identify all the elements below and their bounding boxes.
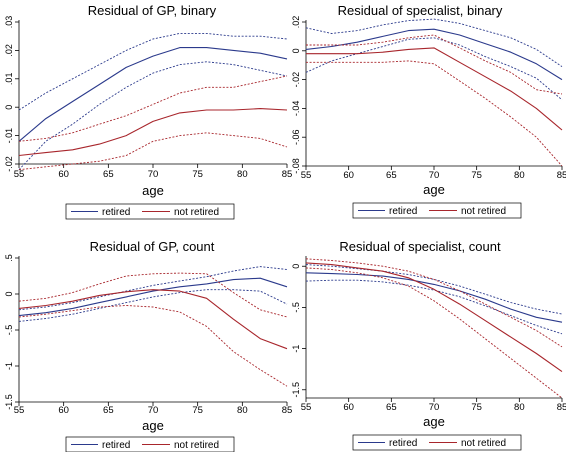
y-tick-label: 0: [291, 48, 301, 53]
series-line-retired-ci-upper: [305, 18, 563, 67]
x-tick-label: 80: [514, 402, 525, 413]
y-tick-label: .02: [291, 16, 301, 29]
y-tick-label: .5: [4, 254, 14, 262]
series-line-not-retired-estimate: [18, 108, 288, 157]
x-tick-label: 60: [343, 402, 354, 413]
x-tick-label: 85: [282, 169, 293, 180]
legend-label-not-retired: not retired: [174, 440, 219, 451]
series-line-not-retired-ci-upper: [18, 272, 288, 318]
legend-label-retired: retired: [102, 440, 130, 451]
chart-panel-4: Residual of specialist, count 55 60 65 70 75 8…: [291, 239, 566, 451]
y-tick-label: -.5: [4, 325, 14, 336]
x-tick-label: 75: [192, 169, 203, 180]
y-tick-label: -.06: [291, 129, 301, 145]
x-tick-label: 85: [282, 405, 293, 416]
y-tick-label: 0: [4, 105, 14, 110]
series-line-not-retired-ci-lower: [18, 132, 288, 171]
x-tick-label: 70: [148, 405, 159, 416]
y-tick-label: -1.5: [4, 394, 14, 410]
legend: retired not retired: [65, 436, 235, 453]
y-tick-label: -.01: [4, 128, 14, 144]
y-tick-label: .01: [4, 73, 14, 86]
series-line-not-retired-ci-upper: [306, 34, 563, 95]
series-line-retired-ci-lower: [18, 289, 288, 322]
x-tick-label: 70: [429, 170, 440, 181]
y-tick-label: -.5: [291, 302, 301, 313]
series-line-not-retired-ci-upper: [18, 75, 288, 142]
chart-title: Residual of GP, count: [90, 239, 215, 254]
x-tick-label: 60: [343, 170, 354, 181]
chart-panel-1: Residual of GP, binary 55 60 65 70 75 80 85 -.02…: [4, 3, 293, 220]
x-tick-label: 75: [471, 170, 482, 181]
x-axis-title: age: [423, 414, 445, 429]
legend: retired not retired: [65, 203, 235, 220]
y-tick-label: 0: [291, 264, 301, 269]
x-tick-label: 80: [237, 169, 248, 180]
series-line-not-retired-ci-lower: [306, 60, 563, 167]
x-tick-label: 65: [386, 402, 397, 413]
x-tick-label: 65: [103, 405, 114, 416]
series-line-not-retired-ci-lower: [18, 305, 288, 387]
chart-title: Residual of GP, binary: [88, 3, 217, 18]
x-tick-label: 55: [14, 405, 25, 416]
legend-label-not-retired: not retired: [174, 207, 219, 218]
legend-label-retired: retired: [389, 438, 417, 449]
y-tick-label: -1: [4, 362, 14, 370]
legend: retired not retired: [352, 434, 522, 451]
series-line-retired-estimate: [18, 277, 288, 317]
x-axis-title: age: [423, 182, 445, 197]
legend-label-not-retired: not retired: [461, 438, 506, 449]
x-tick-label: 75: [471, 402, 482, 413]
legend-label-retired: retired: [389, 206, 417, 217]
x-tick-label: 60: [58, 169, 69, 180]
series-line-retired-estimate: [18, 47, 288, 142]
y-tick-label: -.04: [291, 101, 301, 117]
x-tick-label: 55: [301, 402, 312, 413]
series-line-retired-ci-lower: [18, 61, 288, 171]
series-line-not-retired-ci-lower: [305, 267, 563, 399]
y-tick-label: -.08: [291, 158, 301, 174]
x-tick-label: 75: [192, 405, 203, 416]
series-line-not-retired-estimate: [306, 47, 563, 131]
y-tick-label: -.02: [291, 72, 301, 88]
series-line-not-retired-estimate: [18, 289, 288, 350]
x-tick-label: 65: [103, 169, 114, 180]
x-axis-title: age: [142, 183, 164, 198]
series-line-retired-estimate: [305, 272, 563, 323]
y-tick-label: -.02: [4, 156, 14, 172]
x-tick-label: 70: [148, 169, 159, 180]
series-line-retired-ci-lower: [305, 37, 563, 101]
chart-panel-2: Residual of specialist, binary 55 60 65 70 75…: [291, 3, 566, 219]
x-tick-label: 85: [557, 170, 566, 181]
x-tick-label: 80: [237, 405, 248, 416]
x-tick-label: 65: [386, 170, 397, 181]
series-line-retired-ci-upper: [18, 266, 288, 311]
series-line-retired-estimate: [305, 28, 563, 81]
x-axis-title: age: [142, 418, 164, 433]
x-tick-label: 55: [301, 170, 312, 181]
chart-title: Residual of specialist, count: [339, 239, 501, 254]
legend-label-retired: retired: [102, 207, 130, 218]
y-tick-label: -1.5: [291, 382, 301, 398]
legend: retired not retired: [352, 202, 522, 219]
x-tick-label: 85: [557, 402, 566, 413]
series-line-retired-ci-lower: [305, 279, 563, 335]
y-tick-label: .03: [4, 16, 14, 29]
x-tick-label: 80: [514, 170, 525, 181]
y-tick-label: 0: [4, 291, 14, 296]
legend-label-not-retired: not retired: [461, 206, 506, 217]
x-tick-label: 55: [14, 169, 25, 180]
series-line-not-retired-ci-upper: [305, 258, 563, 348]
series-line-not-retired-estimate: [305, 262, 563, 373]
y-tick-label: -1: [291, 345, 301, 353]
x-tick-label: 70: [429, 402, 440, 413]
chart-title: Residual of specialist, binary: [338, 3, 503, 18]
series-line-retired-ci-upper: [18, 32, 288, 111]
y-tick-label: .02: [4, 44, 14, 57]
x-tick-label: 60: [58, 405, 69, 416]
